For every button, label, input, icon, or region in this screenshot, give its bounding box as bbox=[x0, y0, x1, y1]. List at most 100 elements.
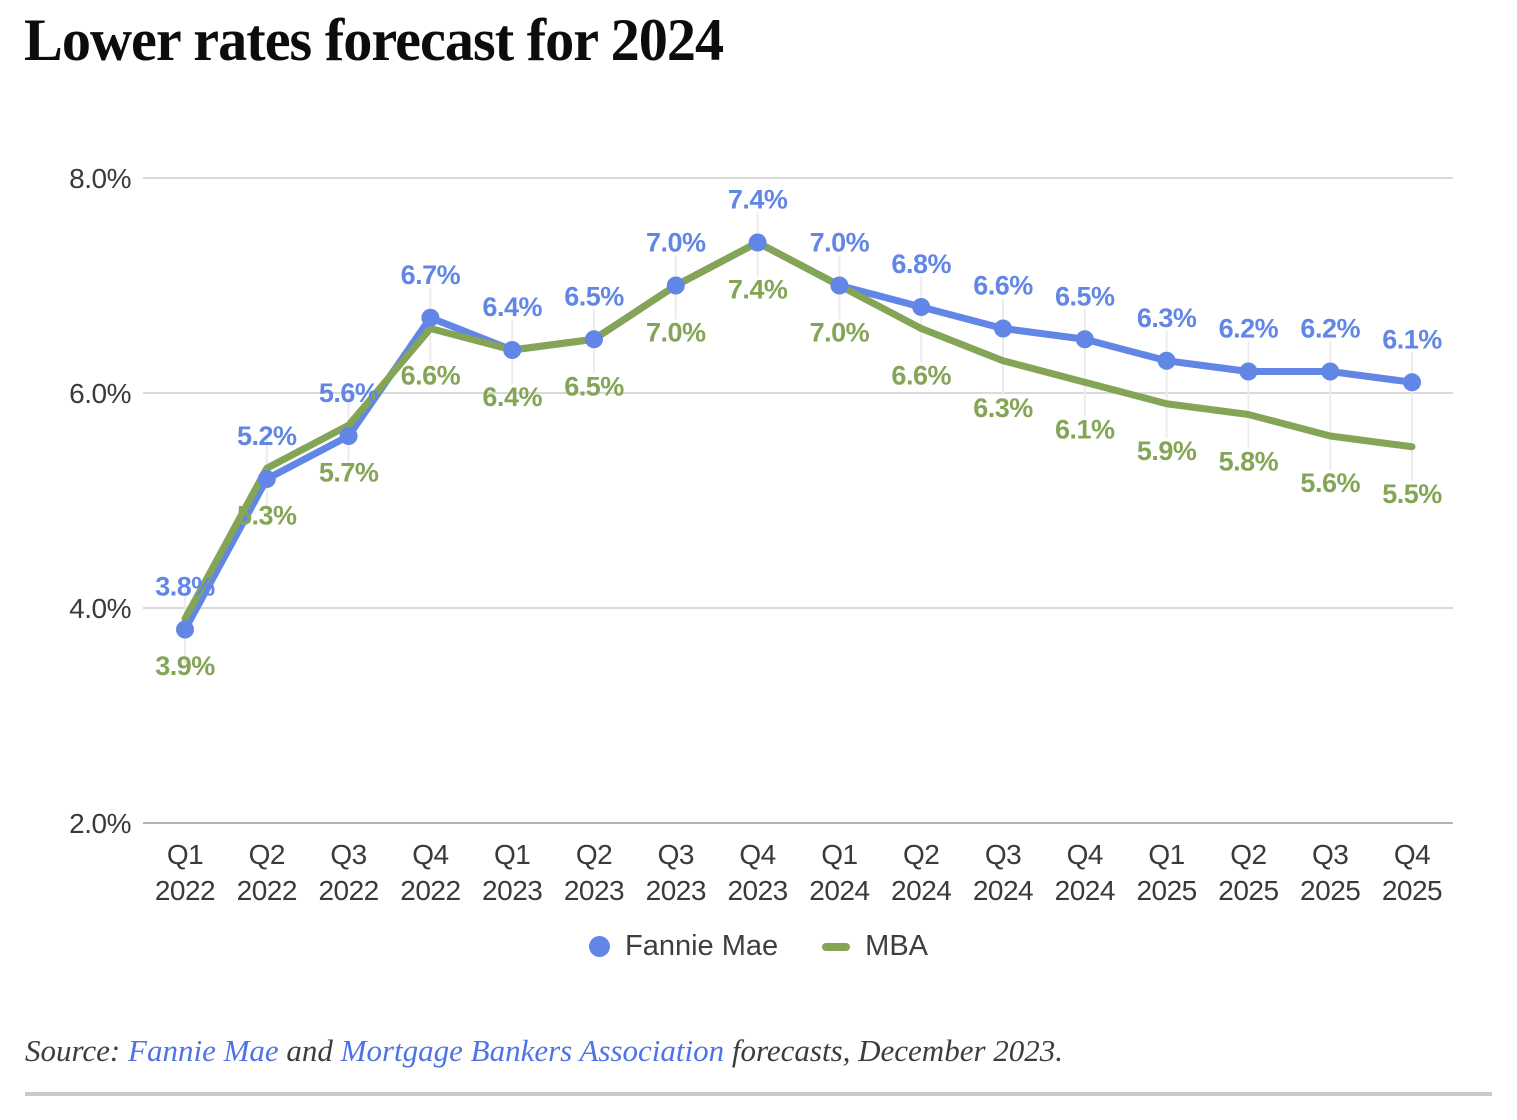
data-point-marker bbox=[994, 319, 1012, 338]
x-tick-year: 2025 bbox=[1382, 875, 1442, 906]
source-link-fannie-mae[interactable]: Fannie Mae bbox=[128, 1033, 279, 1068]
x-tick-year: 2025 bbox=[1300, 875, 1360, 906]
data-point-label: 6.6% bbox=[891, 361, 951, 391]
data-point-label: 6.7% bbox=[401, 260, 461, 290]
data-point-marker bbox=[421, 308, 440, 327]
chart-legend: Fannie Mae MBA bbox=[0, 930, 1517, 963]
data-point-marker bbox=[176, 620, 194, 639]
source-suffix: forecasts, December 2023. bbox=[724, 1033, 1064, 1068]
data-point-label: 5.6% bbox=[319, 378, 379, 408]
legend-label-fannie-mae: Fannie Mae bbox=[625, 930, 779, 962]
x-tick-year: 2024 bbox=[809, 875, 869, 906]
series-fannie-mae-line bbox=[181, 239, 1416, 633]
x-tick-quarter: Q1 bbox=[167, 839, 203, 870]
data-point-marker bbox=[1321, 362, 1340, 381]
data-point-label: 7.0% bbox=[646, 228, 706, 258]
data-point-label: 7.0% bbox=[810, 318, 870, 348]
x-tick-year: 2025 bbox=[1136, 875, 1196, 906]
legend-label-mba: MBA bbox=[865, 930, 928, 962]
x-tick-quarter: Q3 bbox=[985, 839, 1021, 870]
series-fannie-mae-markers bbox=[176, 233, 1421, 639]
y-tick-label: 8.0% bbox=[69, 163, 131, 194]
mba-line-icon bbox=[822, 942, 851, 951]
data-point-label: 6.4% bbox=[482, 292, 542, 322]
data-point-marker bbox=[585, 330, 603, 349]
data-point-marker bbox=[1075, 330, 1094, 349]
rates-line-chart: 8.0% 6.0% 4.0% 2.0% 3.8% 5.2% 5.6% 6.7% 6.4% 6.5%… bbox=[69, 163, 1453, 906]
data-point-label: 6.5% bbox=[1055, 281, 1115, 311]
x-tick-year: 2022 bbox=[400, 875, 460, 906]
point-droplines bbox=[184, 212, 1413, 664]
x-tick-year: 2022 bbox=[318, 875, 378, 906]
x-tick-quarter: Q3 bbox=[1312, 839, 1348, 870]
data-point-label: 7.0% bbox=[810, 228, 870, 258]
series-labels-mba: 3.9% 5.3% 5.7% 6.6% 6.4% 6.5% 7.0% 7.4% 7.0% 6.6%… bbox=[155, 275, 1443, 681]
y-axis-labels: 8.0% 6.0% 4.0% 2.0% bbox=[69, 163, 131, 839]
data-point-marker bbox=[912, 298, 931, 316]
data-point-marker bbox=[666, 276, 685, 295]
y-tick-label: 4.0% bbox=[69, 593, 131, 624]
x-tick-year: 2022 bbox=[237, 875, 297, 906]
data-point-label: 5.3% bbox=[237, 500, 297, 530]
data-point-label: 6.1% bbox=[1055, 414, 1115, 444]
x-tick-quarter: Q4 bbox=[412, 839, 448, 870]
data-point-marker bbox=[1239, 362, 1258, 381]
data-point-marker bbox=[503, 341, 522, 359]
x-tick-quarter: Q1 bbox=[494, 839, 530, 870]
data-point-label: 6.3% bbox=[973, 393, 1033, 423]
data-point-marker bbox=[1157, 351, 1176, 370]
data-point-label: 6.2% bbox=[1300, 314, 1360, 344]
data-point-marker bbox=[1403, 373, 1421, 392]
source-link-mba[interactable]: Mortgage Bankers Association bbox=[340, 1033, 725, 1068]
data-point-label: 6.4% bbox=[482, 382, 542, 412]
legend-item-fannie-mae: Fannie Mae bbox=[589, 930, 778, 963]
x-tick-year: 2023 bbox=[482, 875, 542, 906]
x-tick-quarter: Q1 bbox=[821, 839, 857, 870]
x-tick-quarter: Q2 bbox=[249, 839, 285, 870]
data-point-marker bbox=[257, 470, 276, 488]
x-tick-year: 2023 bbox=[646, 875, 706, 906]
x-tick-year: 2024 bbox=[973, 875, 1033, 906]
y-tick-label: 6.0% bbox=[69, 378, 131, 409]
x-tick-quarter: Q3 bbox=[330, 839, 366, 870]
data-point-label: 5.6% bbox=[1300, 468, 1360, 498]
data-point-label: 5.2% bbox=[237, 421, 297, 451]
data-point-label: 7.0% bbox=[646, 318, 706, 348]
x-tick-year: 2024 bbox=[891, 875, 951, 906]
data-point-label: 5.9% bbox=[1137, 436, 1197, 466]
x-tick-year: 2023 bbox=[564, 875, 624, 906]
data-point-label: 7.4% bbox=[728, 185, 788, 215]
y-tick-label: 2.0% bbox=[69, 808, 131, 839]
page-title: Lower rates forecast for 2024 bbox=[24, 7, 724, 73]
data-point-label: 6.6% bbox=[401, 361, 461, 391]
x-tick-quarter: Q3 bbox=[658, 839, 694, 870]
source-text: Source: Fannie Mae and Mortgage Bankers … bbox=[25, 1033, 1063, 1069]
x-tick-quarter: Q4 bbox=[739, 839, 775, 870]
data-point-label: 6.3% bbox=[1137, 303, 1197, 333]
x-tick-quarter: Q2 bbox=[576, 839, 612, 870]
bottom-divider bbox=[25, 1092, 1492, 1096]
x-tick-quarter: Q4 bbox=[1394, 839, 1430, 870]
x-tick-quarter: Q1 bbox=[1148, 839, 1184, 870]
data-point-label: 5.7% bbox=[319, 457, 379, 487]
y-gridlines bbox=[143, 177, 1453, 824]
source-prefix: Source: bbox=[25, 1033, 129, 1068]
x-tick-year: 2023 bbox=[727, 875, 787, 906]
data-point-label: 3.8% bbox=[155, 572, 215, 602]
x-tick-year: 2025 bbox=[1218, 875, 1278, 906]
data-point-label: 6.2% bbox=[1219, 314, 1279, 344]
data-point-label: 6.5% bbox=[564, 281, 624, 311]
legend-item-mba: MBA bbox=[822, 930, 928, 963]
x-tick-year: 2022 bbox=[155, 875, 215, 906]
source-middle: and bbox=[278, 1033, 341, 1068]
x-tick-quarter: Q2 bbox=[1230, 839, 1266, 870]
data-point-label: 3.9% bbox=[155, 651, 215, 681]
x-axis-labels: Q1 2022 Q2 2022 Q3 2022 Q4 2022 Q1 2023 Q2 2023 Q3 20… bbox=[155, 839, 1443, 906]
data-point-label: 5.5% bbox=[1382, 479, 1442, 509]
data-point-marker bbox=[339, 427, 358, 445]
x-tick-quarter: Q2 bbox=[903, 839, 939, 870]
data-point-label: 6.5% bbox=[564, 371, 624, 401]
data-point-marker bbox=[830, 276, 849, 295]
series-mba-line bbox=[181, 239, 1416, 623]
data-point-label: 5.8% bbox=[1219, 447, 1279, 477]
